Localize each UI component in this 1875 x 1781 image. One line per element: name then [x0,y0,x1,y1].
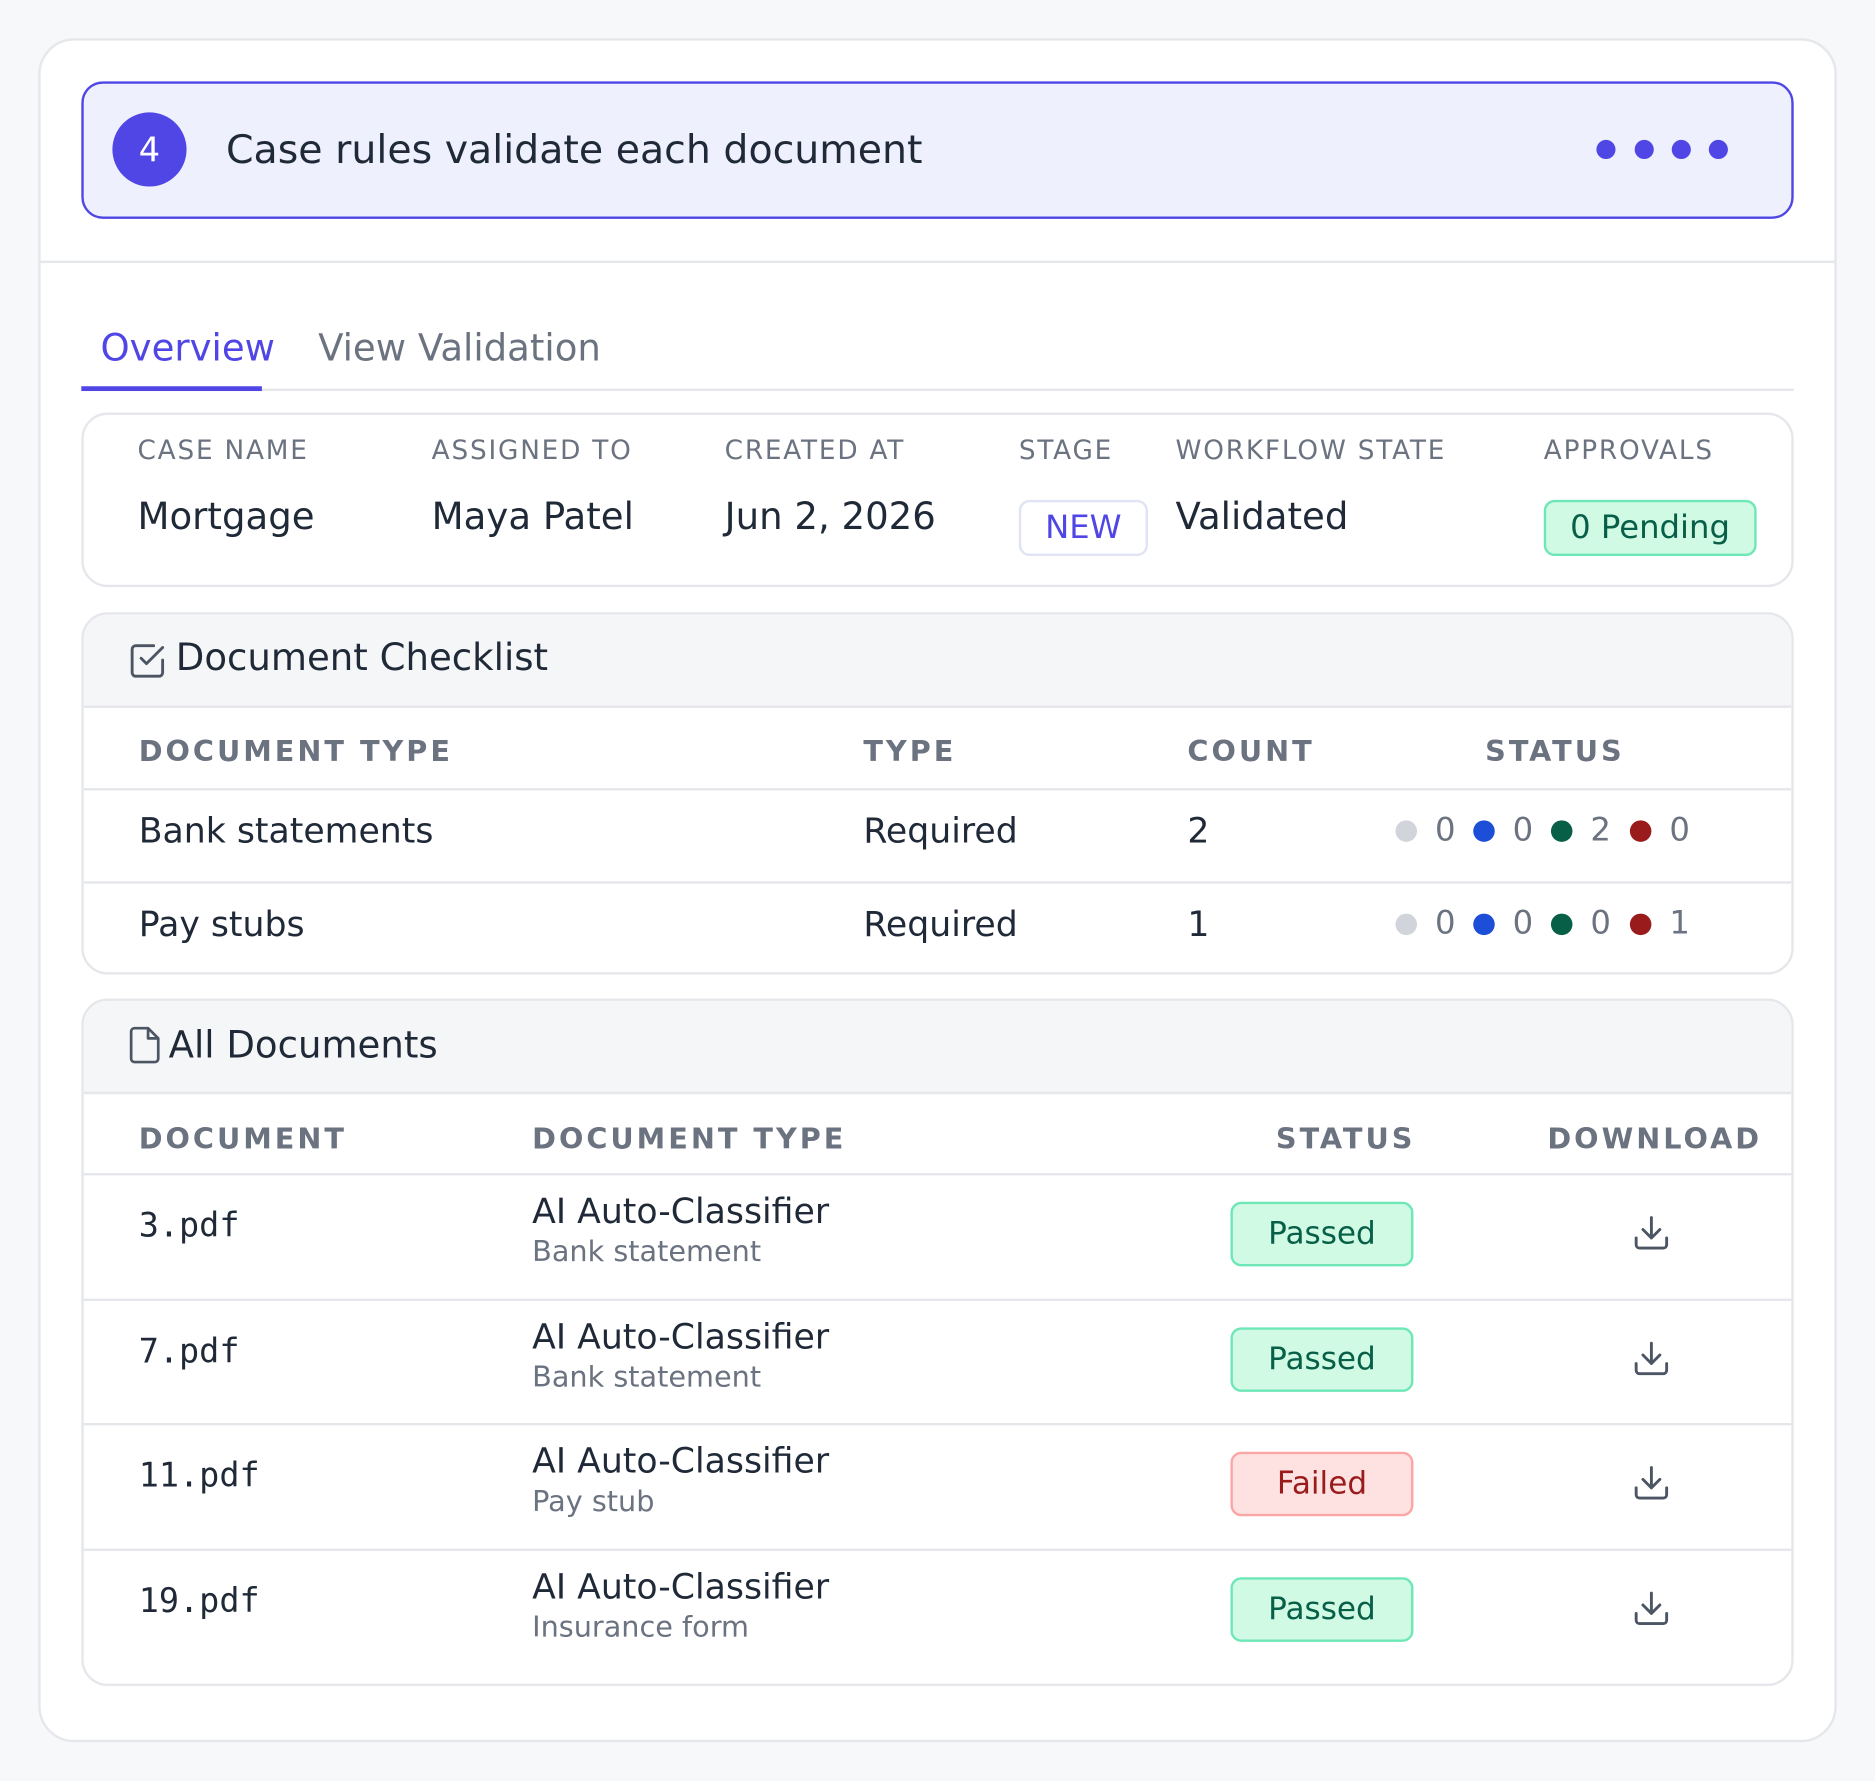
status-badge: Passed [1230,1201,1414,1267]
summary-value: Mortgage [137,495,315,539]
summary-value: Jun 2, 2026 [724,495,936,539]
summary-box [81,412,1794,588]
status-badge: Failed [1230,1452,1414,1517]
row-divider [81,1423,1794,1426]
summary-label: APPROVALS [1543,436,1714,467]
status-count: 0 [1512,811,1534,849]
progress-dots [1596,139,1728,160]
section-header [83,614,1792,708]
status-badge: Passed [1230,1577,1414,1642]
checklist-box [81,612,1794,975]
status-dot [1629,820,1652,842]
row-divider [81,1548,1794,1552]
requirement: Required [863,810,1018,851]
summary-badge: NEW [1018,499,1148,557]
summary-badge: 0 Pending [1543,499,1757,557]
requirement: Required [863,903,1018,945]
status-dot [1550,820,1573,842]
summary-label: CREATED AT [724,436,906,467]
step-title: Case rules validate each document [226,125,923,173]
document-subtype: Bank statement [532,1359,762,1394]
row-divider [83,788,1792,791]
summary-label: STAGE [1018,436,1114,467]
classifier: AI Auto-Classifier [532,1566,830,1607]
document-icon [129,1026,160,1064]
download-button[interactable] [1631,1213,1672,1254]
classifier: AI Auto-Classifier [532,1190,830,1232]
summary-value: Maya Patel [431,495,634,539]
download-button[interactable] [1631,1588,1672,1629]
tab[interactable]: Overview [100,326,275,370]
status-dot [1473,820,1495,842]
summary-value: Validated [1175,495,1349,539]
step-header [81,81,1794,219]
status-count: 2 [1590,811,1611,849]
summary-label: CASE NAME [137,436,309,467]
tab-underline [81,386,262,392]
section-title: Document Checklist [175,636,549,680]
row-divider [81,1298,1794,1301]
status-dot [1550,913,1573,936]
count: 1 [1187,903,1210,945]
column-header: DOCUMENT TYPE [138,734,453,769]
document-subtype: Pay stub [532,1485,655,1519]
status-count: 1 [1669,904,1690,943]
step-badge [112,112,187,187]
status-count: 0 [1434,811,1456,849]
column-header: TYPE [863,734,957,769]
status-dot [1395,820,1418,842]
column-header: COUNT [1187,734,1315,769]
status-count: 0 [1512,904,1534,943]
status-count: 0 [1590,904,1611,943]
status-count: 0 [1669,811,1690,849]
column-header: STATUS [1485,734,1625,769]
tab[interactable]: View Validation [318,326,601,370]
document-subtype: Insurance form [532,1610,749,1644]
status-badge: Passed [1230,1326,1414,1392]
divider [39,260,1836,264]
column-header: DOWNLOAD [1547,1122,1763,1156]
status-dot [1395,913,1418,936]
status-dot [1629,913,1652,936]
section-title: All Documents [168,1024,438,1068]
summary-label: WORKFLOW STATE [1175,436,1447,467]
row-divider [83,881,1792,884]
column-header: DOCUMENT TYPE [532,1122,847,1156]
file-name: 11.pdf [138,1455,260,1496]
file-name: 7.pdf [138,1330,240,1371]
classifier: AI Auto-Classifier [532,1440,830,1482]
checklist-icon [130,644,165,678]
column-header: DOCUMENT [138,1122,347,1156]
download-button[interactable] [1631,1463,1672,1504]
row-divider [81,1173,1794,1176]
file-name: 19.pdf [138,1581,260,1621]
tab-bar-line [81,388,1794,392]
document-subtype: Bank statement [532,1234,762,1269]
status-dot [1473,913,1495,936]
file-name: 3.pdf [138,1205,240,1246]
section-header [83,1000,1792,1095]
document-type: Bank statements [138,810,434,851]
document-type: Pay stubs [138,903,305,945]
card [38,38,1837,1743]
count: 2 [1187,810,1210,851]
summary-label: ASSIGNED TO [431,436,633,467]
status-count: 0 [1434,904,1456,943]
column-header: STATUS [1275,1122,1416,1156]
documents-box [81,998,1794,1687]
classifier: AI Auto-Classifier [532,1315,830,1357]
step-number: 4 [138,129,161,170]
download-button[interactable] [1631,1338,1672,1379]
